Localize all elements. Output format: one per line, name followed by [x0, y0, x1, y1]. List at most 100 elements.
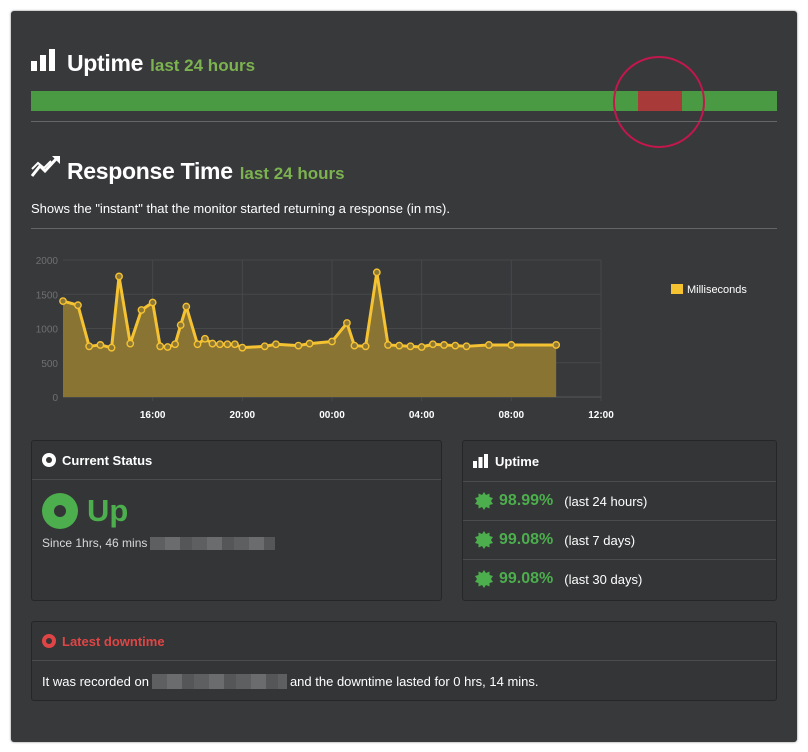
data-point[interactable]: [384, 341, 392, 349]
response-period: last 24 hours: [239, 164, 345, 183]
data-point[interactable]: [305, 339, 314, 348]
bar-chart-icon: [473, 454, 489, 468]
monitor-card: Uptime last 24 hours Response Time last …: [11, 11, 797, 742]
data-point[interactable]: [260, 342, 269, 351]
data-point[interactable]: [428, 340, 437, 349]
data-point[interactable]: [163, 343, 172, 351]
data-point[interactable]: [451, 341, 460, 350]
legend-label: Milliseconds: [687, 284, 747, 296]
x-tick-label: 04:00: [409, 410, 435, 421]
data-point[interactable]: [193, 340, 202, 349]
x-tick-label: 00:00: [319, 410, 345, 421]
data-point[interactable]: [96, 341, 105, 349]
latest-downtime-header: Latest downtime: [32, 622, 776, 661]
status-dot-icon: [42, 453, 56, 467]
data-point[interactable]: [361, 342, 370, 351]
latest-downtime-panel: Latest downtime It was recorded on and t…: [31, 621, 777, 701]
data-point[interactable]: [107, 343, 116, 352]
latest-downtime-title: Latest downtime: [62, 633, 165, 649]
highlight-circle: [613, 56, 705, 148]
uptime-percent: 99.08%: [499, 570, 554, 587]
data-point[interactable]: [372, 268, 381, 277]
data-point[interactable]: [395, 341, 404, 350]
x-tick-label: 16:00: [140, 410, 166, 421]
data-point[interactable]: [552, 341, 561, 349]
uptime-heading: Uptime last 24 hours: [31, 49, 255, 77]
uptime-period: last 24 hours: [150, 56, 256, 75]
x-tick-label: 20:00: [230, 410, 256, 421]
data-point[interactable]: [462, 342, 471, 351]
uptime-panel-header: Uptime: [463, 441, 776, 482]
data-point[interactable]: [156, 342, 165, 351]
data-point[interactable]: [230, 340, 239, 349]
data-point[interactable]: [328, 337, 336, 346]
data-point[interactable]: [126, 339, 135, 348]
data-point[interactable]: [176, 321, 185, 329]
data-point[interactable]: [171, 340, 179, 349]
data-point[interactable]: [74, 301, 82, 310]
uptime-title: Uptime: [67, 50, 144, 76]
legend-swatch: [671, 284, 683, 294]
status-since: Since 1hrs, 46 mins: [42, 536, 276, 550]
data-point[interactable]: [440, 341, 448, 349]
bar-chart-icon: [31, 49, 59, 71]
data-point[interactable]: [223, 340, 232, 349]
uptime-percent: 98.99%: [499, 492, 554, 509]
uptime-row: 98.99% (last 24 hours): [463, 482, 776, 521]
uptime-period-label: (last 30 days): [564, 571, 643, 587]
data-point[interactable]: [406, 342, 415, 351]
uptime-row: 99.08% (last 30 days): [463, 560, 776, 598]
data-point[interactable]: [343, 319, 351, 327]
current-status-header: Current Status: [32, 441, 441, 480]
data-point[interactable]: [294, 341, 303, 350]
y-tick-label: 1500: [36, 290, 59, 301]
x-tick-label: 12:00: [588, 410, 614, 421]
y-tick-label: 2000: [36, 256, 59, 267]
data-point[interactable]: [148, 298, 157, 307]
y-tick-label: 1000: [36, 325, 59, 336]
data-point[interactable]: [208, 339, 217, 348]
alert-dot-icon: [42, 634, 56, 648]
status-text: Up: [87, 493, 129, 528]
data-point[interactable]: [137, 306, 146, 314]
downtime-text-after: and the downtime lasted for 0 hrs, 14 mi…: [289, 673, 539, 689]
data-point[interactable]: [507, 341, 516, 349]
data-point[interactable]: [85, 342, 94, 351]
uptime-percent: 99.08%: [499, 531, 554, 548]
uptime-panel-title: Uptime: [495, 453, 540, 469]
downtime-text-before: It was recorded on: [42, 673, 149, 689]
line-chart-icon: [31, 155, 61, 179]
current-status-panel: Current Status Up Since 1hrs, 46 mins: [31, 440, 442, 601]
since-text: Since 1hrs, 46 mins: [42, 536, 148, 550]
badge-icon: [475, 531, 493, 549]
data-point[interactable]: [59, 297, 67, 305]
x-tick-label: 08:00: [499, 410, 525, 421]
data-point[interactable]: [115, 272, 123, 281]
divider: [31, 228, 777, 229]
up-circle-icon: [42, 493, 78, 529]
data-point[interactable]: [417, 343, 426, 351]
uptime-row: 99.08% (last 7 days): [463, 521, 776, 560]
response-heading: Response Time last 24 hours: [31, 155, 345, 185]
response-title: Response Time: [67, 158, 233, 184]
data-point[interactable]: [272, 340, 280, 349]
status-indicator: Up: [42, 493, 128, 529]
uptime-period-label: (last 24 hours): [564, 493, 648, 509]
data-point[interactable]: [238, 343, 247, 352]
data-point[interactable]: [216, 340, 224, 349]
data-point[interactable]: [350, 341, 359, 350]
response-time-chart: 0 500 1000 1500 2000 16:00 20:00 00:00 04:00 08:…: [36, 256, 748, 421]
redacted-timestamp: [150, 536, 276, 550]
badge-icon: [475, 492, 493, 510]
y-tick-label: 500: [41, 359, 58, 370]
data-point[interactable]: [485, 341, 493, 349]
current-status-title: Current Status: [62, 452, 153, 468]
response-description: Shows the "instant" that the monitor sta…: [31, 201, 450, 216]
data-point[interactable]: [201, 334, 209, 343]
data-point[interactable]: [182, 302, 191, 311]
series-area: [63, 272, 557, 397]
divider: [31, 121, 777, 122]
y-tick-label: 0: [52, 393, 58, 404]
uptime-panel: Uptime 98.99% (last 24 hours) 99.08% (last …: [462, 440, 777, 601]
redacted-date: [151, 673, 287, 689]
